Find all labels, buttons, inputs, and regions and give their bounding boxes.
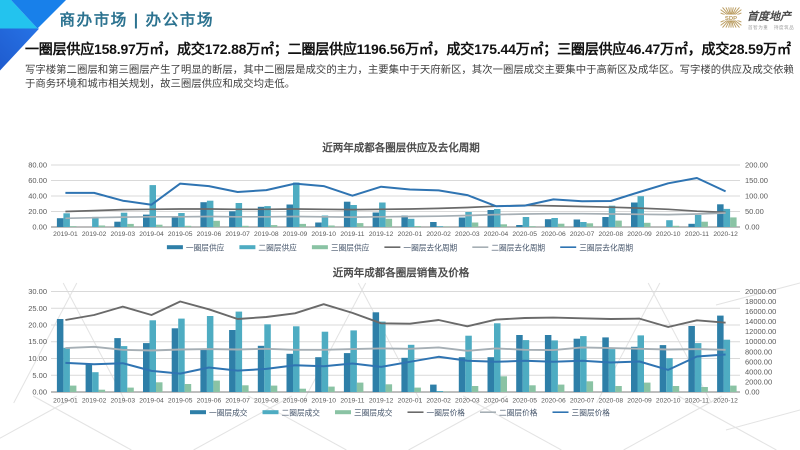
svg-text:2020-02: 2020-02 — [426, 231, 451, 238]
svg-text:12000.00: 12000.00 — [745, 327, 776, 336]
svg-text:0.00: 0.00 — [745, 223, 760, 232]
svg-text:0.00: 0.00 — [32, 223, 47, 232]
svg-text:10000.00: 10000.00 — [745, 337, 776, 346]
svg-text:2020-04: 2020-04 — [484, 231, 509, 238]
svg-text:2019-09: 2019-09 — [283, 231, 308, 238]
svg-text:16000.00: 16000.00 — [745, 307, 776, 316]
svg-text:一圈层价格: 一圈层价格 — [427, 407, 466, 417]
svg-text:2019-11: 2019-11 — [340, 398, 364, 405]
svg-text:2020-12: 2020-12 — [713, 398, 738, 405]
svg-text:三圈层价格: 三圈层价格 — [572, 407, 611, 417]
svg-text:2000.00: 2000.00 — [745, 378, 772, 387]
svg-text:2019-04: 2019-04 — [139, 231, 164, 238]
svg-text:2020-11: 2020-11 — [685, 398, 709, 405]
svg-text:2020-03: 2020-03 — [455, 231, 480, 238]
svg-text:2019-12: 2019-12 — [369, 398, 394, 405]
svg-text:二圈层成交: 二圈层成交 — [282, 407, 321, 417]
svg-text:2020-06: 2020-06 — [541, 398, 566, 405]
svg-text:二圈层去化周期: 二圈层去化周期 — [491, 242, 545, 252]
svg-text:2019-01: 2019-01 — [53, 398, 78, 405]
svg-text:2019-03: 2019-03 — [111, 231, 136, 238]
svg-text:2020-05: 2020-05 — [512, 231, 537, 238]
svg-text:4000.00: 4000.00 — [745, 367, 772, 376]
svg-text:三圈层成交: 三圈层成交 — [354, 407, 393, 417]
svg-text:2020-01: 2020-01 — [398, 398, 423, 405]
svg-text:二圈层价格: 二圈层价格 — [499, 407, 538, 417]
svg-text:150.00: 150.00 — [745, 176, 768, 185]
svg-text:2019-12: 2019-12 — [369, 231, 394, 238]
svg-text:20000.00: 20000.00 — [745, 287, 776, 296]
svg-text:2019-08: 2019-08 — [254, 231, 279, 238]
svg-text:2019-07: 2019-07 — [225, 398, 250, 405]
svg-text:2019-05: 2019-05 — [168, 231, 193, 238]
svg-text:0.00: 0.00 — [32, 388, 47, 397]
svg-text:近两年成都各圈层销售及价格: 近两年成都各圈层销售及价格 — [333, 266, 470, 279]
svg-text:一圈层去化周期: 一圈层去化周期 — [403, 242, 457, 252]
svg-text:40.00: 40.00 — [28, 192, 47, 201]
svg-text:25.00: 25.00 — [28, 304, 47, 313]
svg-text:三圈层供应: 三圈层供应 — [331, 242, 370, 252]
svg-text:30.00: 30.00 — [28, 287, 47, 296]
svg-text:2020-10: 2020-10 — [656, 398, 681, 405]
svg-text:2019-09: 2019-09 — [283, 398, 308, 405]
svg-text:2020-07: 2020-07 — [570, 231, 595, 238]
svg-text:2020-01: 2020-01 — [398, 231, 423, 238]
svg-text:2020-04: 2020-04 — [484, 398, 509, 405]
svg-text:2020-03: 2020-03 — [455, 398, 480, 405]
svg-text:100.00: 100.00 — [745, 192, 768, 201]
svg-text:15.00: 15.00 — [28, 337, 47, 346]
svg-text:一圈层供应: 一圈层供应 — [186, 242, 225, 252]
svg-text:2020-09: 2020-09 — [627, 231, 652, 238]
svg-text:2019-05: 2019-05 — [168, 398, 193, 405]
svg-text:2019-02: 2019-02 — [82, 231, 107, 238]
svg-text:2020-02: 2020-02 — [426, 398, 451, 405]
svg-text:0.00: 0.00 — [745, 388, 760, 397]
svg-text:60.00: 60.00 — [28, 176, 47, 185]
svg-text:18000.00: 18000.00 — [745, 297, 776, 306]
svg-text:2019-06: 2019-06 — [197, 231, 222, 238]
svg-text:2019-01: 2019-01 — [53, 231, 78, 238]
svg-text:8000.00: 8000.00 — [745, 347, 772, 356]
svg-text:2020-08: 2020-08 — [599, 231, 624, 238]
svg-text:2019-07: 2019-07 — [225, 231, 250, 238]
svg-text:2019-04: 2019-04 — [139, 398, 164, 405]
svg-text:10.00: 10.00 — [28, 354, 47, 363]
svg-text:6000.00: 6000.00 — [745, 357, 772, 366]
svg-text:2020-05: 2020-05 — [512, 398, 537, 405]
svg-text:2019-08: 2019-08 — [254, 398, 279, 405]
svg-text:20.00: 20.00 — [28, 321, 47, 330]
svg-text:20.00: 20.00 — [28, 207, 47, 216]
svg-text:2019-03: 2019-03 — [111, 398, 136, 405]
svg-text:2019-06: 2019-06 — [197, 398, 222, 405]
svg-text:三圈层去化周期: 三圈层去化周期 — [579, 242, 633, 252]
svg-text:2019-11: 2019-11 — [340, 231, 364, 238]
svg-text:200.00: 200.00 — [745, 161, 768, 170]
svg-text:50.00: 50.00 — [745, 207, 764, 216]
svg-text:80.00: 80.00 — [28, 161, 47, 170]
svg-text:2020-09: 2020-09 — [627, 398, 652, 405]
svg-text:2020-10: 2020-10 — [656, 231, 681, 238]
svg-text:2020-08: 2020-08 — [599, 398, 624, 405]
svg-text:5.00: 5.00 — [32, 371, 47, 380]
svg-text:2020-12: 2020-12 — [713, 231, 738, 238]
svg-text:2019-02: 2019-02 — [82, 398, 107, 405]
svg-text:二圈层供应: 二圈层供应 — [258, 242, 297, 252]
svg-text:2020-06: 2020-06 — [541, 231, 566, 238]
svg-text:一圈层成交: 一圈层成交 — [209, 407, 248, 417]
svg-text:SDP: SDP — [725, 16, 737, 22]
svg-text:2020-07: 2020-07 — [570, 398, 595, 405]
svg-text:2020-11: 2020-11 — [685, 231, 709, 238]
svg-text:14000.00: 14000.00 — [745, 317, 776, 326]
svg-text:近两年成都各圈层供应及去化周期: 近两年成都各圈层供应及去化周期 — [322, 141, 480, 154]
svg-text:2019-10: 2019-10 — [311, 231, 336, 238]
svg-text:2019-10: 2019-10 — [311, 398, 336, 405]
